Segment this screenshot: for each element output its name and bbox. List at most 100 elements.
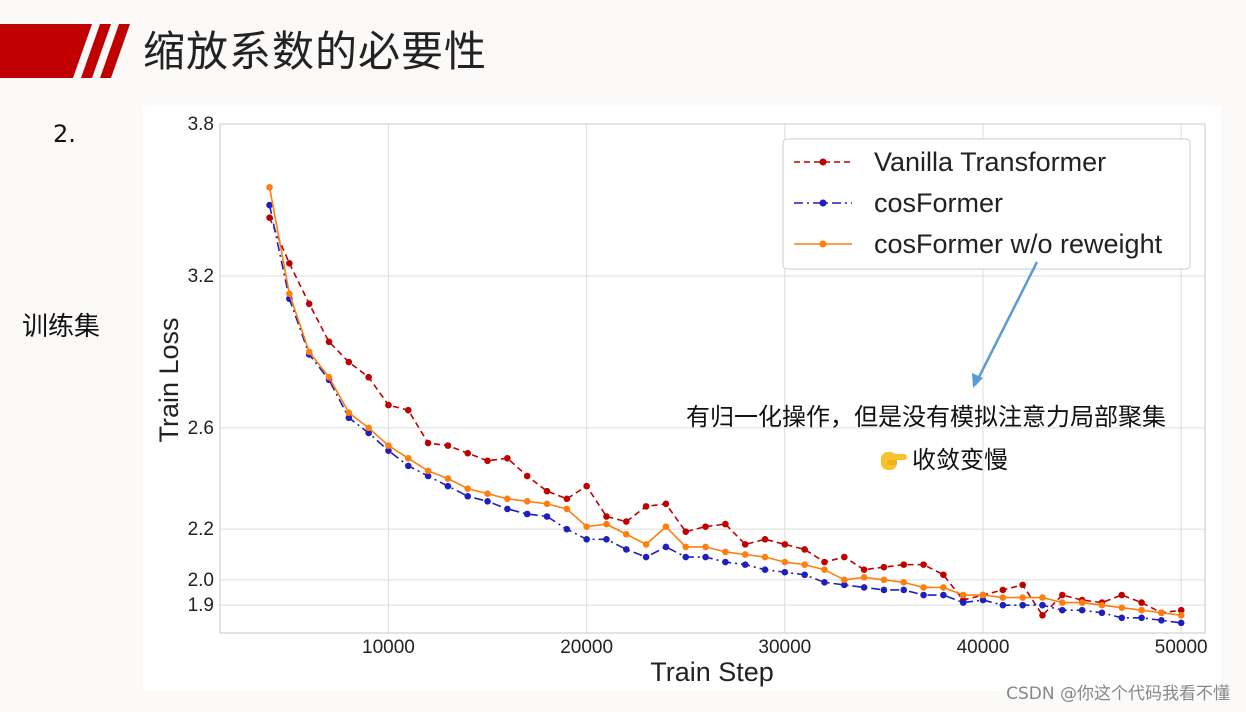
x-tick-label: 50000	[1155, 637, 1208, 658]
data-point	[880, 586, 888, 594]
data-point	[1039, 601, 1046, 609]
data-point	[325, 338, 333, 346]
data-point	[1078, 599, 1086, 606]
data-point	[523, 510, 531, 518]
data-point	[583, 482, 590, 490]
data-point	[345, 409, 353, 416]
data-point	[1138, 599, 1145, 606]
data-point	[484, 498, 491, 505]
data-point	[622, 518, 630, 525]
data-point	[682, 543, 690, 551]
banner-stripe	[81, 24, 111, 78]
data-point	[504, 454, 511, 462]
data-point	[1177, 619, 1185, 627]
data-point	[662, 543, 670, 551]
data-point	[761, 566, 769, 573]
data-point	[940, 584, 947, 591]
data-point	[1177, 606, 1185, 614]
data-point	[504, 495, 511, 503]
data-point	[444, 442, 452, 449]
data-point	[464, 492, 472, 500]
data-point	[999, 594, 1007, 601]
data-point	[404, 454, 412, 462]
data-point	[325, 373, 333, 381]
annotation-arrowhead	[972, 373, 983, 388]
data-point	[1118, 591, 1126, 599]
data-point	[662, 523, 670, 530]
data-point	[781, 568, 789, 576]
data-point	[840, 581, 848, 589]
title-banner	[0, 24, 130, 78]
data-point	[266, 214, 273, 221]
annotation-line2: 收敛变慢	[912, 447, 1008, 474]
data-point	[642, 503, 650, 510]
page-title: 缩放系数的必要性	[143, 27, 488, 76]
data-point	[840, 553, 848, 561]
data-point	[722, 548, 729, 556]
data-point	[642, 553, 650, 561]
x-tick-label: 30000	[758, 637, 811, 658]
y-axis-label: Train Loss	[154, 317, 184, 442]
legend-box	[782, 138, 1191, 270]
legend-label: cosFormer w/o reweight	[874, 229, 1163, 259]
data-point	[840, 576, 848, 584]
legend: Vanilla Transformer cosFormer cosFormer w/…	[782, 138, 1191, 270]
data-point	[1158, 617, 1165, 624]
data-point	[286, 290, 293, 297]
data-point	[603, 513, 610, 520]
data-point	[682, 553, 690, 561]
y-tick-label: 1.9	[188, 595, 214, 616]
data-point	[1098, 601, 1106, 609]
data-point	[563, 495, 571, 503]
data-point	[920, 591, 927, 599]
data-point	[563, 505, 571, 513]
data-point	[741, 561, 749, 568]
slide-number: 2.	[53, 120, 76, 148]
annotation-arrow	[973, 261, 1039, 386]
y-tick-label: 2.2	[188, 519, 214, 540]
data-point	[464, 449, 472, 457]
data-point	[761, 536, 769, 543]
data-point	[365, 429, 372, 437]
data-point	[821, 566, 828, 573]
data-point	[662, 500, 670, 508]
data-point	[642, 541, 650, 548]
data-point	[1118, 614, 1126, 622]
side-label: 训练集	[22, 312, 101, 342]
data-point	[682, 528, 690, 536]
data-point	[504, 505, 511, 513]
data-point	[900, 579, 908, 586]
data-point	[979, 591, 987, 599]
data-point	[900, 561, 908, 568]
y-tick-label: 2.6	[188, 418, 214, 439]
data-point	[464, 485, 472, 492]
data-point	[583, 536, 590, 543]
data-point	[702, 543, 709, 551]
y-tick-label: 3.8	[188, 114, 214, 135]
data-point	[860, 584, 868, 591]
data-point	[920, 561, 927, 568]
data-point	[702, 523, 709, 530]
data-point	[365, 424, 372, 432]
data-point	[1158, 609, 1165, 617]
data-point	[1138, 606, 1145, 614]
data-point	[801, 571, 808, 579]
data-point	[860, 566, 868, 573]
series-layer	[266, 184, 1185, 627]
data-point	[959, 591, 967, 599]
data-point	[603, 520, 610, 528]
data-point	[404, 462, 412, 470]
data-point	[563, 525, 571, 533]
data-point	[385, 442, 392, 449]
y-tick-label: 3.2	[188, 266, 214, 287]
data-point	[1019, 594, 1026, 601]
data-point	[305, 348, 313, 356]
data-point	[880, 576, 888, 584]
data-point	[1059, 606, 1066, 614]
data-point	[741, 551, 749, 558]
data-point	[523, 472, 531, 480]
data-point	[444, 475, 452, 482]
data-point	[444, 482, 452, 490]
x-tick-label: 10000	[362, 637, 415, 658]
